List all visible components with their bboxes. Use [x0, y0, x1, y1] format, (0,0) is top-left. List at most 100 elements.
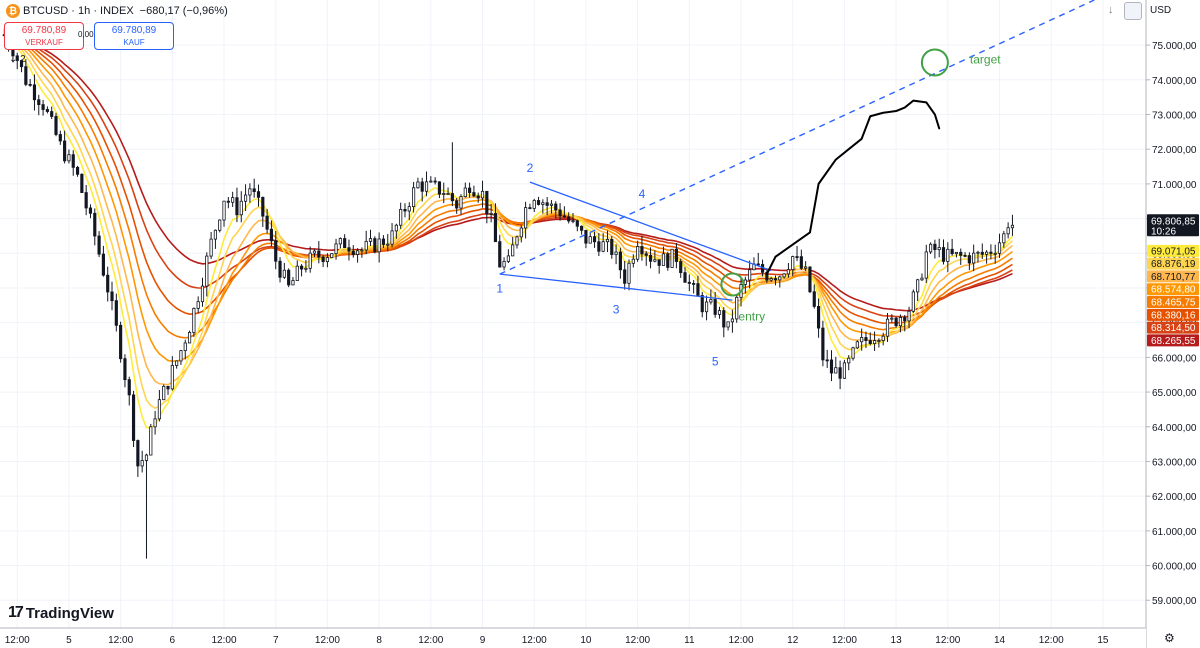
candle-body: [360, 249, 364, 252]
time-tick-label: 12:00: [212, 635, 237, 646]
candle-body: [515, 236, 519, 246]
candle-body: [778, 276, 782, 281]
tradingview-logo[interactable]: 17 TradingView: [8, 604, 114, 622]
candle-body: [149, 426, 153, 456]
time-tick-label: 12:00: [315, 635, 340, 646]
candle-body: [390, 230, 394, 245]
sell-button[interactable]: 69.780,89 VERKAUF: [4, 22, 84, 50]
candle-body: [976, 251, 980, 254]
candle-body: [782, 273, 786, 278]
candle-body: [648, 254, 653, 262]
candle-body: [183, 342, 187, 352]
candle-body: [950, 248, 954, 255]
currency-label[interactable]: USD: [1150, 5, 1172, 16]
candle-body: [528, 207, 532, 210]
candle-body: [821, 327, 825, 361]
symbol-header[interactable]: ₿ BTCUSD · 1h · INDEX −680,17 (−0,96%): [0, 0, 228, 22]
candle-body: [153, 418, 157, 428]
time-tick-label: 12: [787, 635, 799, 646]
candle-body: [799, 256, 803, 269]
candle-body: [88, 207, 93, 214]
price-tick-label: 64.000,00: [1152, 423, 1197, 434]
down-arrow-icon[interactable]: ↓: [1108, 4, 1114, 16]
time-tick-label: 12:00: [5, 635, 30, 646]
candle-body: [838, 367, 842, 379]
candle-body: [498, 241, 502, 268]
ma-price-label: 69.071,05: [1151, 246, 1196, 257]
interval[interactable]: 1h: [78, 5, 91, 17]
drawing-annotations[interactable]: 1 2 3 4 5 entry target: [496, 0, 1095, 368]
buy-price: 69.780,89: [111, 25, 157, 36]
candle-body: [205, 255, 209, 287]
ma-price-label-bg: [1147, 308, 1199, 321]
price-tick-label: 71.000,00: [1152, 180, 1197, 191]
price-axis[interactable]: 59.000,00 60.000,00 61.000,00 62.000,00 63.0…: [1145, 0, 1200, 648]
candle-body: [278, 260, 282, 278]
time-axis[interactable]: 12:00 5 12:00 6 12:00 7 12:00 8 12:00 9 12:00 10 12:…: [0, 627, 1146, 648]
indicator-toggle[interactable]: ⌄ 2: [9, 54, 26, 65]
candle-body: [429, 180, 433, 183]
candle-body: [140, 460, 144, 467]
candle-body: [666, 253, 670, 268]
candle-body: [898, 317, 903, 327]
candle-body: [726, 321, 730, 328]
candle-body: [717, 310, 722, 315]
candle-body: [885, 318, 890, 337]
exchange: INDEX: [100, 5, 134, 17]
forecast-path: [765, 99, 941, 276]
candle-body: [252, 188, 256, 193]
symbol-name[interactable]: BTCUSD: [23, 5, 69, 17]
candle-body: [93, 212, 97, 237]
candle-body: [476, 195, 480, 199]
candle-body: [110, 291, 114, 302]
entry-label: entry: [738, 310, 765, 324]
time-tick-label: 12:00: [522, 635, 547, 646]
candle-body: [748, 269, 752, 281]
candle-body: [519, 227, 523, 238]
target-label: target: [970, 52, 1001, 66]
candle-body: [37, 99, 41, 105]
chevron-icon[interactable]: ⌄: [9, 54, 18, 65]
header-separator: ·: [90, 5, 101, 17]
ma-price-label-bg: [1147, 283, 1199, 296]
candle-body: [769, 278, 773, 281]
spread: 0,00: [78, 30, 94, 39]
time-tick-label: 10: [580, 635, 592, 646]
ma-price-label-bg: [1147, 270, 1199, 283]
candle-body: [15, 55, 19, 61]
candle-body: [808, 266, 812, 293]
ma-price-label-bg: [1147, 257, 1199, 270]
panel-toggle-icon[interactable]: [1124, 2, 1142, 20]
gear-icon[interactable]: ⚙: [1164, 631, 1175, 645]
candle-body: [588, 236, 592, 244]
candle-body: [679, 261, 683, 274]
candle-body: [890, 317, 894, 320]
entry-circle: [720, 272, 745, 297]
candle-body: [218, 219, 222, 231]
candle-body: [243, 194, 248, 202]
sell-price: 69.780,89: [21, 25, 67, 36]
candle-body: [623, 269, 627, 284]
candle-body: [170, 365, 174, 390]
candle-body: [644, 253, 648, 256]
candle-body: [683, 272, 687, 283]
candle-body: [627, 262, 631, 284]
candle-body: [364, 240, 368, 251]
candle-body: [119, 324, 123, 360]
candle-body: [959, 251, 963, 256]
wave-label: 5: [712, 354, 719, 368]
time-tick-label: 14: [994, 635, 1006, 646]
candle-body: [855, 341, 859, 349]
ma-line: [4, 34, 1013, 312]
candle-body: [356, 250, 360, 255]
candle-body: [459, 196, 463, 209]
candle-body: [373, 238, 377, 253]
candle-body: [911, 291, 915, 312]
candle-body: [580, 225, 584, 231]
buy-button[interactable]: 69.780,89 KAUF: [94, 22, 174, 50]
last-price-label: 69.806,85: [1151, 216, 1196, 227]
candle-body: [489, 213, 493, 215]
price-tick-label: 74.000,00: [1152, 76, 1197, 87]
candle-body: [19, 60, 24, 68]
